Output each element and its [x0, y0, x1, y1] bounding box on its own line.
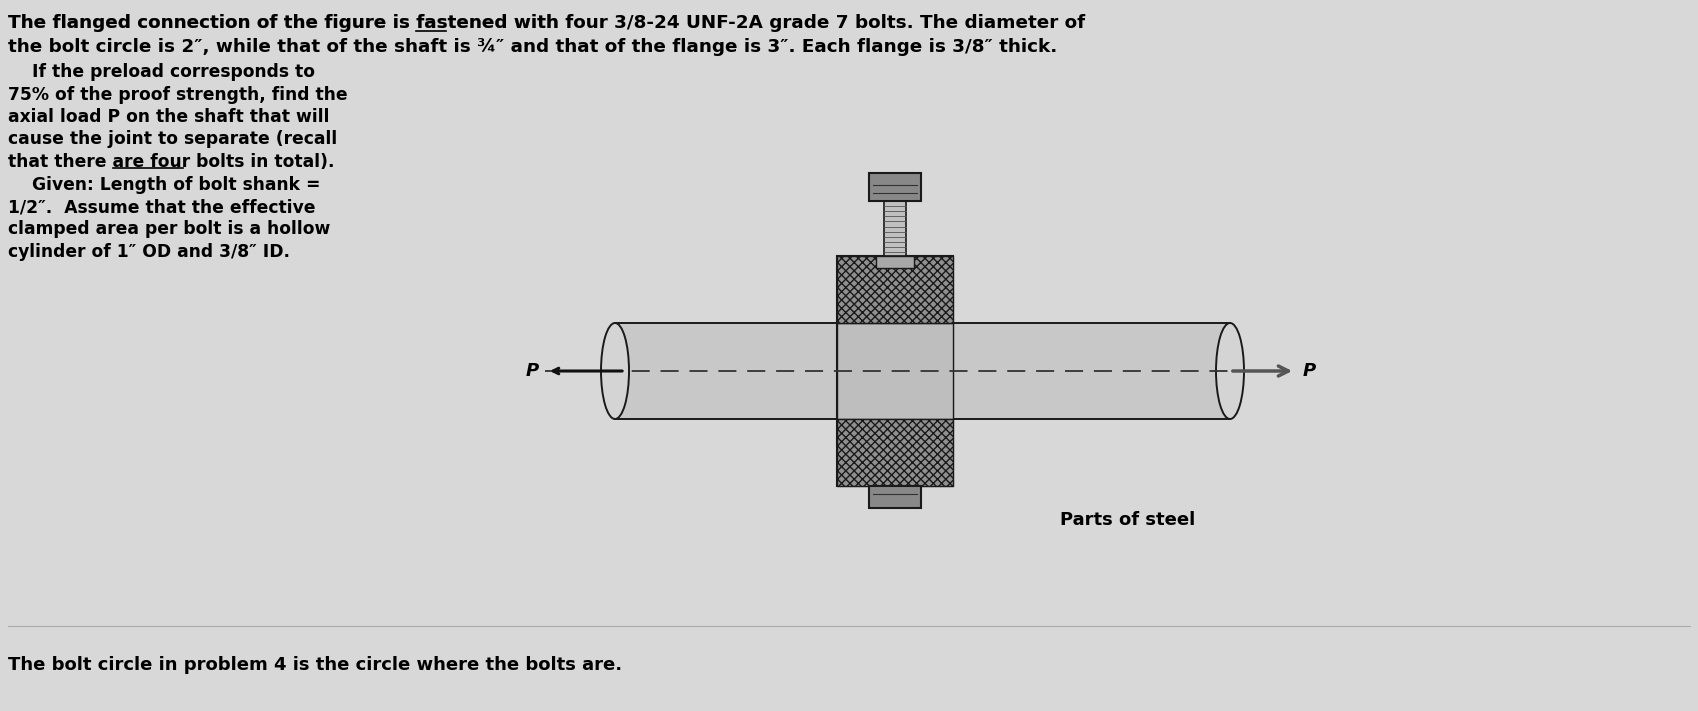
Bar — [837, 323, 953, 419]
Bar — [953, 323, 1229, 419]
Text: axial load P on the shaft that will: axial load P on the shaft that will — [8, 108, 329, 126]
Bar — [615, 323, 837, 419]
Text: cylinder of 1″ OD and 3/8″ ID.: cylinder of 1″ OD and 3/8″ ID. — [8, 243, 290, 261]
Text: The flanged connection of the figure is fastened with four 3/8-24 UNF-2A grade 7: The flanged connection of the figure is … — [8, 14, 1085, 32]
Text: The bolt circle in problem 4 is the circle where the bolts are.: The bolt circle in problem 4 is the circ… — [8, 656, 621, 674]
Bar — [876, 256, 914, 268]
Text: the bolt circle is 2″, while that of the shaft is ¾″ and that of the flange is 3: the bolt circle is 2″, while that of the… — [8, 38, 1058, 56]
Text: 1/2″.  Assume that the effective: 1/2″. Assume that the effective — [8, 198, 316, 216]
Bar — [869, 486, 920, 508]
Bar — [837, 256, 953, 323]
Text: The flanged connection of the figure is fastened with four: The flanged connection of the figure is … — [8, 14, 608, 32]
Text: cause the joint to separate (recall: cause the joint to separate (recall — [8, 131, 338, 149]
Bar — [837, 256, 891, 486]
Text: If the preload corresponds to: If the preload corresponds to — [8, 63, 316, 81]
Text: that there are four bolts in total).: that there are four bolts in total). — [8, 153, 335, 171]
Bar — [885, 201, 907, 256]
Bar — [869, 173, 920, 201]
Bar — [837, 419, 953, 486]
Text: 75% of the proof strength, find the: 75% of the proof strength, find the — [8, 85, 348, 104]
Text: P: P — [526, 362, 538, 380]
Ellipse shape — [601, 323, 628, 419]
Text: The flanged connection of the figure is fastened with: The flanged connection of the figure is … — [8, 14, 565, 32]
Text: P: P — [1302, 362, 1316, 380]
Text: Given: Length of bolt shank =: Given: Length of bolt shank = — [8, 176, 321, 193]
Text: Parts of steel: Parts of steel — [1060, 511, 1195, 529]
Text: clamped area per bolt is a hollow: clamped area per bolt is a hollow — [8, 220, 331, 238]
Ellipse shape — [1216, 323, 1245, 419]
Bar — [898, 256, 953, 486]
